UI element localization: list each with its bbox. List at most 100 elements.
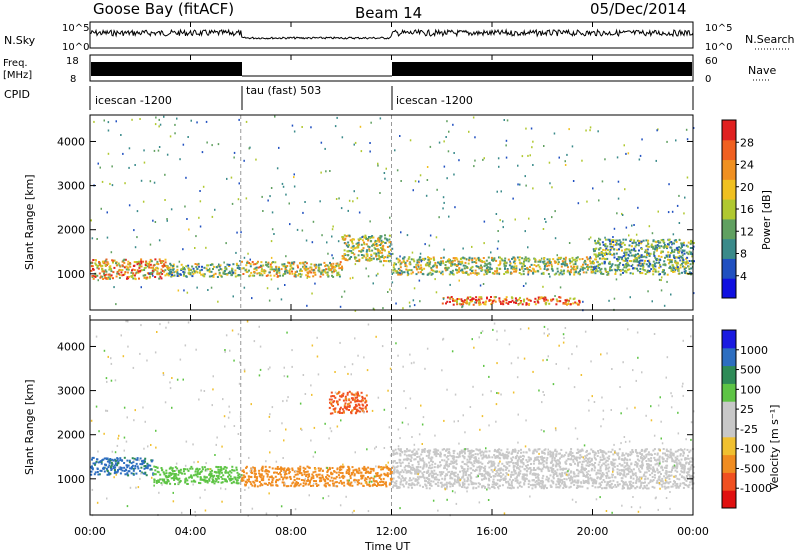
heatmap-cell <box>623 454 626 457</box>
heatmap-cell <box>545 298 548 301</box>
heatmap-cell <box>148 261 151 264</box>
heatmap-cell <box>322 269 325 272</box>
heatmap-cell <box>472 465 475 468</box>
heatmap-cell <box>525 469 528 472</box>
heatmap-cell <box>282 477 285 480</box>
heatmap-cell <box>443 465 446 468</box>
heatmap-cell <box>462 256 465 259</box>
heatmap-cell <box>280 298 283 301</box>
heatmap-cell <box>604 258 607 261</box>
heatmap-cell <box>106 261 109 264</box>
heatmap-cell <box>168 272 171 275</box>
heatmap-cell <box>258 475 261 478</box>
heatmap-cell <box>544 303 547 306</box>
heatmap-cell <box>324 147 326 150</box>
heatmap-cell <box>113 472 116 475</box>
heatmap-cell <box>446 268 449 271</box>
heatmap-cell <box>379 192 381 194</box>
heatmap-cell <box>330 402 333 405</box>
heatmap-cell <box>144 263 147 266</box>
heatmap-cell <box>676 266 679 269</box>
heatmap-cell <box>660 251 663 254</box>
heatmap-cell <box>336 485 339 488</box>
heatmap-cell <box>451 298 454 300</box>
heatmap-cell <box>457 456 460 459</box>
heatmap-cell <box>496 267 499 270</box>
heatmap-cell <box>557 256 560 259</box>
heatmap-cell <box>533 300 536 303</box>
heatmap-cell <box>558 461 561 463</box>
heatmap-cell <box>640 247 643 250</box>
heatmap-cell <box>523 468 526 471</box>
heatmap-cell <box>353 143 355 146</box>
heatmap-cell <box>329 479 332 482</box>
heatmap-cell <box>414 458 417 461</box>
heatmap-cell <box>361 256 364 259</box>
heatmap-cell <box>462 450 464 453</box>
heatmap-cell <box>593 248 596 251</box>
heatmap-cell <box>653 254 656 257</box>
heatmap-cell <box>369 142 371 144</box>
heatmap-cell <box>666 255 668 258</box>
heatmap-cell <box>581 159 583 162</box>
heatmap-cell <box>468 257 471 260</box>
heatmap-cell <box>347 234 350 237</box>
heatmap-cell <box>661 485 664 488</box>
heatmap-cell <box>681 257 684 260</box>
heatmap-cell <box>525 257 528 260</box>
heatmap-cell <box>673 242 675 245</box>
heatmap-cell <box>272 268 275 271</box>
heatmap-cell <box>511 297 514 299</box>
heatmap-cell <box>398 259 401 262</box>
heatmap-cell <box>658 460 661 463</box>
heatmap-cell <box>213 482 216 485</box>
heatmap-cell <box>495 213 498 215</box>
heatmap-cell <box>456 264 459 267</box>
heatmap-cell <box>351 484 354 487</box>
heatmap-cell <box>501 462 504 465</box>
heatmap-cell <box>532 462 535 465</box>
heatmap-cell <box>403 260 406 263</box>
heatmap-cell <box>606 257 609 260</box>
heatmap-cell <box>162 265 165 268</box>
heatmap-cell <box>676 455 679 458</box>
heatmap-cell <box>418 180 420 183</box>
heatmap-cell <box>392 484 395 487</box>
heatmap-cell <box>477 256 480 259</box>
heatmap-cell <box>471 450 474 453</box>
heatmap-cell <box>514 258 517 261</box>
heatmap-cell <box>332 275 335 278</box>
heatmap-cell <box>331 270 334 273</box>
heatmap-cell <box>678 194 680 197</box>
heatmap-cell <box>103 457 106 460</box>
heatmap-cell <box>118 468 121 471</box>
heatmap-cell <box>650 268 653 271</box>
heatmap-cell <box>135 261 138 264</box>
heatmap-cell <box>433 469 436 472</box>
heatmap-cell <box>148 266 151 269</box>
heatmap-cell <box>164 173 166 176</box>
heatmap-cell <box>636 267 638 270</box>
heatmap-cell <box>489 263 492 266</box>
heatmap-cell <box>529 258 531 261</box>
heatmap-cell <box>273 471 275 474</box>
heatmap-cell <box>466 448 469 450</box>
heatmap-cell <box>372 469 375 472</box>
heatmap-cell <box>562 263 564 266</box>
heatmap-cell <box>686 245 689 248</box>
heatmap-cell <box>160 467 163 469</box>
heatmap-cell <box>666 280 668 283</box>
heatmap-cell <box>405 481 408 484</box>
heatmap-cell <box>430 474 433 477</box>
heatmap-cell <box>104 263 107 266</box>
heatmap-cell <box>639 267 642 270</box>
heatmap-cell <box>356 391 359 394</box>
heatmap-cell <box>267 265 270 268</box>
heatmap-cell <box>94 462 97 465</box>
heatmap-cell <box>368 250 371 252</box>
heatmap-cell <box>420 260 423 263</box>
heatmap-cell <box>311 473 314 476</box>
heatmap-cell <box>658 483 661 486</box>
heatmap-cell <box>103 275 106 278</box>
heatmap-cell <box>384 249 386 252</box>
